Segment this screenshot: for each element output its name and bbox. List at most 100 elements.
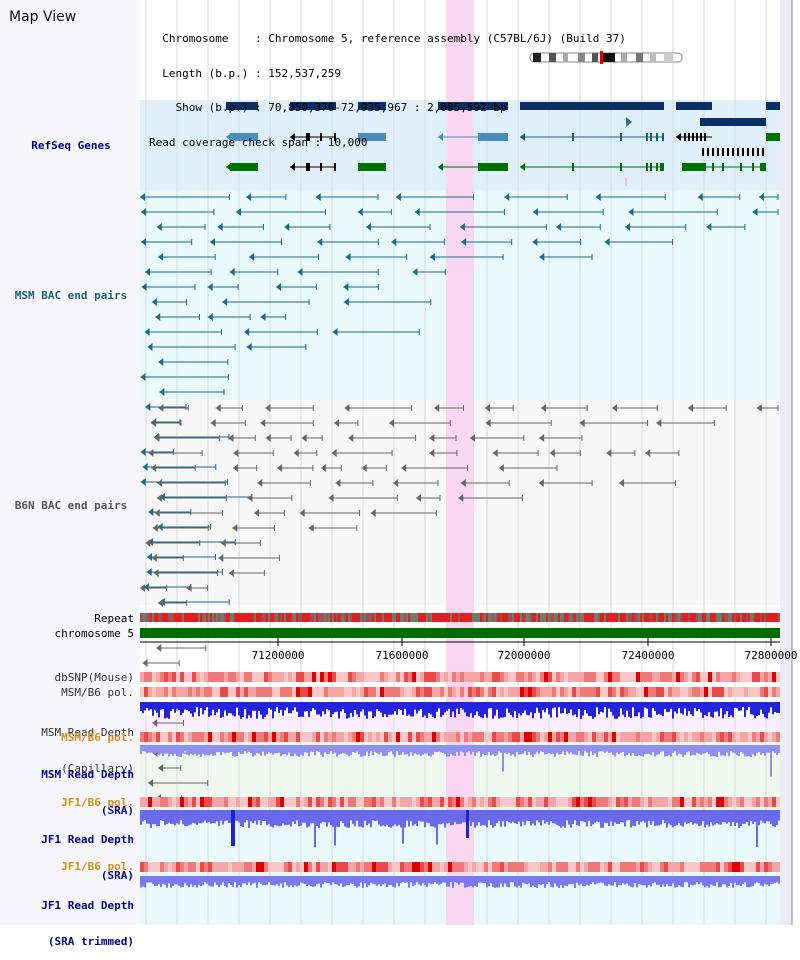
read-depth-bar [146,810,148,824]
chromosome-ideogram[interactable] [529,51,683,64]
read-depth-bar [778,745,780,753]
repeat-element [362,613,364,622]
read-depth-bar [662,810,664,821]
repeat-element [500,613,502,622]
polymorphism-cell [448,862,452,872]
read-depth-bar [576,876,578,883]
polymorphism-cell [436,672,440,682]
msm-bac-track[interactable] [140,193,779,606]
read-depth-bar [610,702,612,712]
polymorphism-cell [472,797,476,807]
repeat-element [556,613,558,622]
repeat-element [252,613,254,622]
read-depth-bar [278,810,280,827]
track-label-jf1-depth-trimmed[interactable]: JF1 Read Depth (SRA trimmed) [6,876,134,960]
track-label-msm-bac[interactable]: MSM BAC end pairs [14,289,128,302]
read-depth-bar [724,745,726,757]
read-depth-bar [572,810,574,824]
read-depth-bar [524,810,526,826]
polymorphism-cell [604,732,608,742]
read-depth-bar [320,876,322,888]
polymorphism-cell [328,687,332,697]
refseq-gene-track[interactable] [226,102,780,186]
read-depth-bar [274,702,276,712]
track-label-msm-b6-pol-2[interactable]: MSM/B6 pol. [61,731,134,744]
read-depth-bar [502,876,504,887]
polymorphism-cell [180,732,184,742]
track-label-jf1-depth-sra[interactable]: JF1 Read Depth (SRA) [6,810,134,894]
read-depth-bar [220,876,222,885]
read-depth-bar [498,876,500,888]
read-depth-bar [554,876,556,884]
highlight-region[interactable] [446,0,474,925]
polymorphism-cell [736,687,740,697]
polymorphism-cell [484,672,488,682]
polymorphism-cell [296,732,300,742]
bac-end-arrow [265,404,271,412]
read-depth-bar [454,745,456,756]
polymorphism-cell [320,687,324,697]
read-depth-bar [692,745,694,755]
bac-end-arrow [697,193,703,201]
read-depth-tracks[interactable] [140,702,780,888]
read-depth-bar [718,702,720,717]
polymorphism-cell [400,797,404,807]
read-depth-bar [396,745,398,752]
chromosome-bar[interactable] [140,628,780,638]
read-depth-bar [598,810,600,823]
polymorphism-cell [524,862,528,872]
repeat-element [770,613,772,622]
read-depth-bar [420,702,422,710]
polymorphism-cell [268,797,272,807]
read-depth-bar [142,810,144,822]
read-depth-bar [590,702,592,717]
polymorphism-cell [480,672,484,682]
read-depth-bar [696,810,698,824]
repeat-element [274,613,276,622]
repeat-element [402,613,404,622]
repeat-element [544,613,546,622]
read-depth-bar [426,810,428,823]
read-depth-bar [716,810,718,824]
read-depth-bar [312,745,314,752]
polymorphism-cell [672,797,676,807]
track-label-msm-b6-pol-1[interactable]: MSM/B6 pol. [61,686,134,699]
repeat-track[interactable] [140,613,780,622]
b6n-bac-track[interactable] [140,404,779,817]
read-depth-bar [554,702,556,708]
track-label-chromosome[interactable]: chromosome 5 [54,627,134,640]
read-depth-bar [530,702,532,713]
read-depth-bar [194,745,196,753]
polymorphism-cell [488,672,492,682]
polymorphism-cell [372,862,376,872]
map-canvas[interactable]: 71200000 71600000 72000000 72400000 72800000 [0,0,800,925]
polymorphism-tracks[interactable] [140,672,780,872]
read-depth-bar [660,702,662,715]
bac-end-arrow [277,464,283,472]
track-label-repeat[interactable]: Repeat [94,612,134,625]
track-label-jf1-b6-pol-2[interactable]: JF1/B6 pol. [61,860,134,873]
read-depth-bar [216,876,218,885]
track-label-refseq[interactable]: RefSeq Genes [31,139,111,152]
read-depth-bar [690,745,692,756]
polymorphism-cell [256,672,260,682]
read-depth-bar [552,876,554,888]
repeat-element [352,613,354,622]
read-depth-bar [506,702,508,709]
read-depth-bar [342,876,344,888]
read-depth-bar [170,810,172,824]
bac-end-arrow [157,523,163,531]
track-label-dbsnp[interactable]: dbSNP(Mouse) [54,671,134,684]
read-depth-bar [382,810,384,826]
track-label-b6n-bac[interactable]: B6N BAC end pairs [14,499,128,512]
track-label-jf1-b6-pol-1[interactable]: JF1/B6 pol. [61,796,134,809]
bac-end-arrow [612,404,618,412]
track-label-msm-depth-sra[interactable]: MSM Read Depth (SRA) [6,745,134,829]
track-label-msm-depth-capillary[interactable]: MSM Read Depth (Capillary) [6,703,134,787]
read-depth-bar [444,810,446,828]
read-depth-bar [586,702,588,714]
read-depth-bar [474,702,476,716]
read-depth-bar [150,810,152,828]
polymorphism-cell [204,732,208,742]
read-depth-bar [534,810,536,826]
